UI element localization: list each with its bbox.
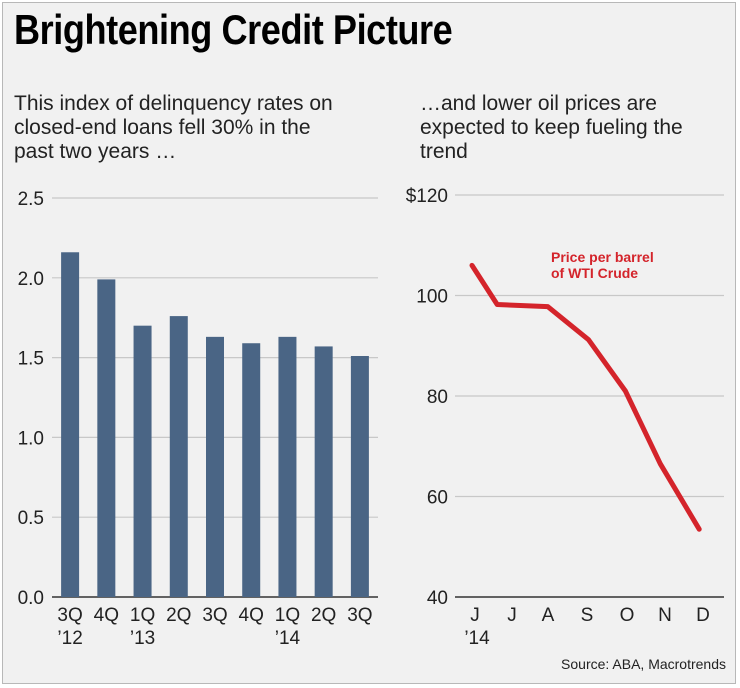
bar	[169, 316, 188, 597]
bar-x-tick-sublabel: ’14	[275, 628, 301, 649]
bar-subtitle-line: past two years …	[14, 140, 177, 163]
bar-subtitle-line: closed-end loans fell 30% in the	[14, 116, 311, 139]
bar-x-tick-label: 2Q	[166, 605, 191, 626]
bar	[133, 325, 152, 597]
bar-y-tick-label: 1.0	[18, 428, 44, 449]
bar-y-tick-label: 0.5	[18, 508, 44, 529]
line-x-tick-label: N	[658, 605, 672, 626]
bar-x-tick-label: 2Q	[311, 605, 336, 626]
line-subtitle-line: …and lower oil prices are	[420, 92, 657, 115]
bar	[97, 279, 116, 597]
line-y-tick-label: 40	[427, 588, 448, 609]
line-x-tick-label: J	[507, 605, 517, 626]
bar	[206, 336, 224, 597]
page-title: Brightening Credit Picture	[14, 6, 453, 53]
bar	[278, 336, 297, 597]
line-chart-subtitle: …and lower oil prices are expected to ke…	[420, 92, 683, 164]
bar	[314, 346, 333, 597]
bar-y-tick-label: 2.0	[18, 269, 44, 290]
bar-y-tick-label: 2.5	[18, 189, 44, 210]
bar-x-tick-label: 3Q	[202, 605, 227, 626]
bar	[350, 356, 369, 597]
line-x-tick-label: D	[696, 605, 710, 626]
bar-chart-subtitle: This index of delinquency rates on close…	[14, 92, 333, 164]
bar-x-tick-label: 4Q	[239, 605, 264, 626]
bar-subtitle-line: This index of delinquency rates on	[14, 92, 333, 115]
line-x-tick-label: J	[470, 605, 480, 626]
bar	[61, 252, 80, 598]
line-subtitle-line: trend	[420, 140, 468, 163]
series-label-line: of WTI Crude	[551, 265, 638, 281]
line-x-tick-sublabel: ’14	[464, 628, 490, 649]
bar-y-tick-label: 0.0	[18, 588, 44, 609]
bar-x-tick-label: 3Q	[347, 605, 372, 626]
line-subtitle-line: expected to keep fueling the	[420, 116, 683, 139]
bar-x-tick-label: 3Q	[57, 605, 82, 626]
bar-y-tick-label: 1.5	[18, 349, 44, 370]
line-y-tick-label: 100	[416, 287, 448, 308]
bar-x-tick-label: 1Q	[275, 605, 300, 626]
line-y-tick-label: $120	[406, 186, 448, 207]
line-y-tick-label: 80	[427, 387, 448, 408]
series-label-line: Price per barrel	[551, 249, 654, 265]
bar-x-tick-sublabel: ’12	[57, 628, 82, 649]
line-y-tick-label: 60	[427, 488, 448, 509]
line-x-tick-label: O	[620, 605, 635, 626]
bar	[242, 343, 261, 597]
bar-x-tick-label: 4Q	[94, 605, 119, 626]
line-x-tick-label: S	[581, 605, 594, 626]
line-x-tick-label: A	[542, 605, 555, 626]
bar-x-tick-label: 1Q	[130, 605, 155, 626]
bar-x-tick-sublabel: ’13	[130, 628, 155, 649]
source-note: Source: ABA, Macrotrends	[561, 656, 726, 672]
series-line-wti-crude	[469, 262, 702, 532]
